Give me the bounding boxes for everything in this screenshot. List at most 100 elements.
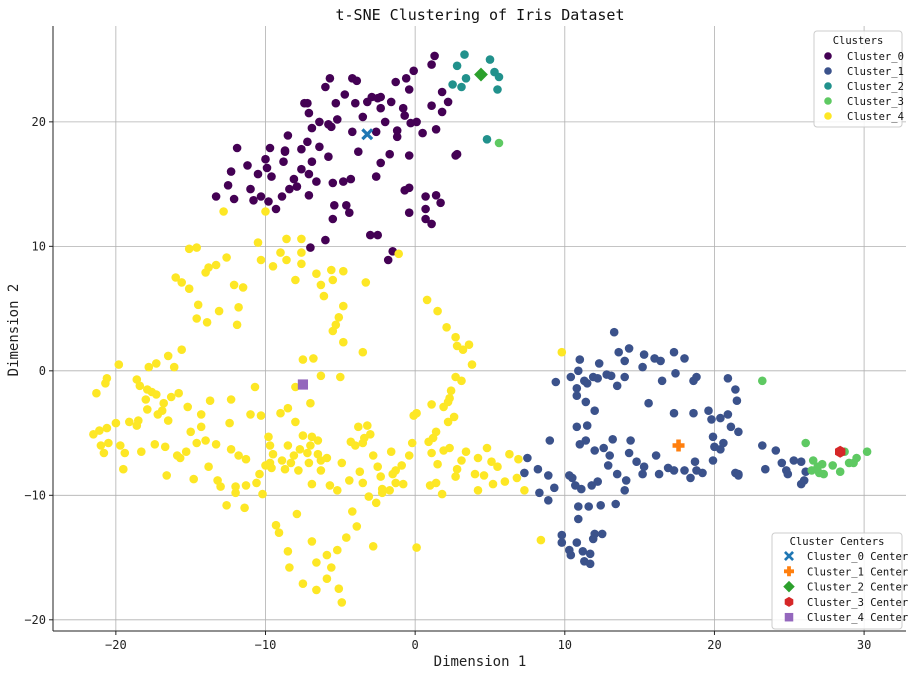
data-point <box>852 453 861 463</box>
data-point <box>457 456 466 465</box>
data-point <box>298 355 308 364</box>
data-point <box>366 230 375 240</box>
data-point <box>361 278 371 287</box>
data-point <box>268 449 278 459</box>
data-point <box>304 191 314 200</box>
legend-swatch <box>824 112 832 120</box>
data-point <box>761 464 770 474</box>
data-point <box>102 423 112 433</box>
data-point <box>452 341 462 351</box>
x-tick-label: 0 <box>412 638 419 652</box>
data-point <box>283 403 293 413</box>
data-point <box>144 362 154 372</box>
series-cluster-0 <box>211 51 462 265</box>
data-point <box>241 481 251 490</box>
data-point <box>312 558 321 567</box>
data-point <box>307 479 317 489</box>
data-point <box>297 144 306 154</box>
data-point <box>620 486 629 495</box>
centers-legend-frame <box>771 532 903 630</box>
data-point <box>605 451 614 460</box>
data-point <box>494 138 504 148</box>
data-point <box>421 192 430 201</box>
data-point <box>192 314 201 323</box>
data-point <box>505 449 514 459</box>
data-point <box>734 471 743 480</box>
data-point <box>327 563 336 572</box>
data-point <box>439 446 448 455</box>
data-point <box>321 82 330 92</box>
data-point <box>386 97 396 107</box>
legend-label: Cluster_4 Center <box>807 612 908 624</box>
data-point <box>626 436 635 445</box>
data-point <box>409 411 419 420</box>
data-point <box>177 278 186 287</box>
legend-label: Cluster_2 <box>847 81 904 93</box>
x-axis-title: Dimension 1 <box>434 654 527 670</box>
data-point <box>467 360 477 369</box>
legend-swatch <box>824 52 832 60</box>
data-point <box>400 111 410 120</box>
data-point <box>669 347 679 357</box>
clusters-legend-frame <box>813 30 903 128</box>
data-point <box>638 362 647 372</box>
data-point <box>639 462 649 472</box>
series-cluster-4 <box>89 207 567 607</box>
data-point <box>451 472 460 481</box>
data-point <box>276 248 285 257</box>
data-point <box>324 152 333 161</box>
data-point <box>256 255 266 265</box>
data-point <box>253 169 263 179</box>
data-point <box>488 479 498 489</box>
data-point <box>566 372 576 382</box>
data-point <box>101 379 110 388</box>
clusters-legend-title: Clusters <box>833 35 884 47</box>
data-point <box>345 476 354 485</box>
data-point <box>265 143 275 153</box>
data-point <box>337 458 347 468</box>
data-point <box>298 579 308 588</box>
data-point <box>339 266 348 276</box>
data-point <box>723 410 733 419</box>
data-point <box>669 466 679 475</box>
data-point <box>92 388 101 398</box>
data-point <box>443 97 453 107</box>
data-point <box>639 350 649 359</box>
data-point <box>817 459 827 469</box>
y-tick-label: 10 <box>32 239 46 253</box>
data-point <box>304 169 314 179</box>
data-point <box>391 466 401 475</box>
data-point <box>427 219 436 229</box>
legend-center-swatch <box>784 566 794 577</box>
data-point <box>421 214 430 224</box>
data-point <box>568 473 577 483</box>
data-point <box>192 243 201 252</box>
data-point <box>297 259 306 269</box>
data-point <box>397 461 407 470</box>
y-tick-label: −10 <box>24 488 46 502</box>
data-point <box>177 345 186 355</box>
data-point <box>427 101 436 110</box>
data-point <box>283 547 293 556</box>
data-point <box>425 481 435 490</box>
data-point <box>116 441 125 450</box>
data-point <box>204 263 213 272</box>
data-point <box>686 473 695 483</box>
data-point <box>624 344 634 353</box>
data-point <box>862 447 872 457</box>
data-point <box>460 50 469 59</box>
data-point <box>654 469 664 479</box>
data-point <box>437 87 447 97</box>
data-point <box>651 451 661 460</box>
data-points <box>89 50 872 607</box>
data-point <box>808 456 818 465</box>
data-point <box>582 421 592 430</box>
data-point <box>277 192 287 201</box>
data-point <box>585 549 595 559</box>
data-point <box>325 481 335 490</box>
data-point <box>294 466 303 475</box>
data-point <box>689 408 698 418</box>
data-point <box>315 142 324 152</box>
data-point <box>262 163 272 173</box>
